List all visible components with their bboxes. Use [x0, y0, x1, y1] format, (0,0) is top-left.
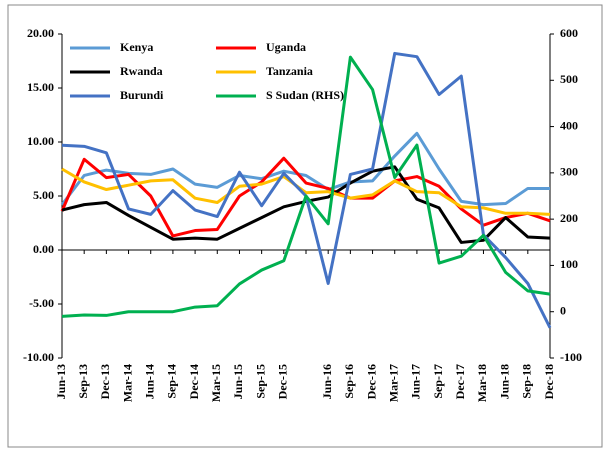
x-tick-label: Dec-17 — [453, 364, 467, 399]
x-tick-label: Dec-18 — [542, 364, 556, 399]
x-tick-label: Sep-13 — [76, 364, 90, 399]
y-tick-label: -5.00 — [29, 296, 54, 310]
y2-tick-label: 500 — [560, 72, 578, 86]
y-tick-label: 0.00 — [33, 242, 54, 256]
x-tick-label: Dec-13 — [98, 364, 112, 399]
x-tick-label: Dec-16 — [364, 364, 378, 399]
x-tick-label: Dec-14 — [187, 364, 201, 399]
y2-tick-label: 0 — [560, 303, 566, 317]
y2-tick-label: 600 — [560, 26, 578, 40]
series-line — [60, 131, 550, 207]
y2-tick-label: -100 — [560, 350, 582, 364]
x-tick-label: Jun-16 — [320, 364, 334, 399]
x-tick-label: Jun-14 — [142, 364, 156, 399]
x-tick-label: Mar-17 — [386, 364, 400, 402]
legend-label: Burundi — [120, 88, 164, 102]
x-tick-label: Dec-15 — [276, 364, 290, 399]
y-tick-label: 5.00 — [33, 188, 54, 202]
y-tick-label: 15.00 — [27, 80, 54, 94]
x-tick-label: Jun-17 — [409, 364, 423, 399]
series-line — [61, 167, 551, 216]
x-tick-label: Sep-15 — [253, 364, 267, 399]
x-tick-label: Jun-13 — [54, 364, 68, 399]
legend-label: Uganda — [266, 40, 306, 54]
y2-tick-label: 400 — [560, 118, 578, 132]
y2-tick-label: 300 — [560, 165, 578, 179]
x-tick-label: Jun-18 — [497, 364, 511, 399]
y2-tick-label: 100 — [560, 257, 578, 271]
x-tick-label: Sep-14 — [165, 364, 179, 399]
x-tick-label: Mar-18 — [475, 364, 489, 402]
y-tick-label: 10.00 — [27, 134, 54, 148]
legend-label: Tanzania — [266, 64, 313, 78]
x-tick-label: Mar-14 — [120, 364, 134, 402]
legend-label: Kenya — [120, 40, 153, 54]
legend-label: Rwanda — [120, 64, 163, 78]
chart-border — [7, 4, 603, 448]
x-tick-label: Sep-17 — [431, 364, 445, 399]
series-line — [60, 156, 551, 238]
x-tick-label: Sep-18 — [520, 364, 534, 399]
series-line — [61, 55, 551, 318]
x-tick-label: Sep-16 — [342, 364, 356, 399]
x-tick-label: Mar-15 — [209, 364, 223, 402]
x-tick-label: Jun-15 — [231, 364, 245, 399]
legend-label: S Sudan (RHS) — [266, 88, 344, 102]
y-tick-label: 20.00 — [27, 26, 54, 40]
y-tick-label: -10.00 — [23, 350, 54, 364]
y2-tick-label: 200 — [560, 211, 578, 225]
